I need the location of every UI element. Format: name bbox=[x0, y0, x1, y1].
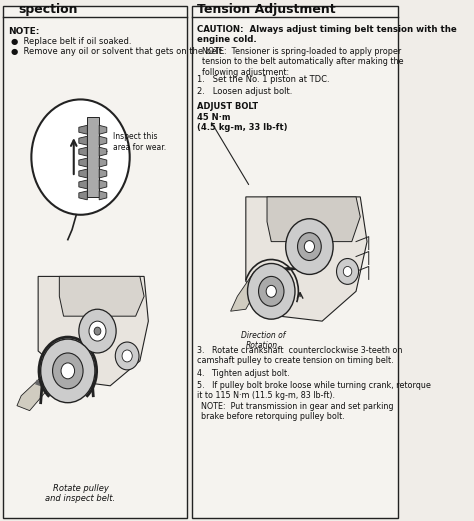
Polygon shape bbox=[99, 136, 107, 145]
Polygon shape bbox=[99, 180, 107, 189]
Circle shape bbox=[89, 321, 106, 341]
Text: 4.   Tighten adjust bolt.: 4. Tighten adjust bolt. bbox=[197, 369, 289, 378]
Polygon shape bbox=[79, 136, 87, 145]
Circle shape bbox=[61, 363, 74, 379]
Text: 1.   Set the No. 1 piston at TDC.: 1. Set the No. 1 piston at TDC. bbox=[197, 75, 329, 83]
Text: 3.   Rotate crankshaft  counterclockwise 3-teeth on
camshaft pulley to create te: 3. Rotate crankshaft counterclockwise 3-… bbox=[197, 346, 402, 365]
Polygon shape bbox=[59, 277, 144, 316]
Polygon shape bbox=[267, 197, 360, 242]
Text: ●  Remove any oil or solvent that gets on the belt.: ● Remove any oil or solvent that gets on… bbox=[11, 47, 225, 56]
Circle shape bbox=[122, 350, 132, 362]
Circle shape bbox=[31, 100, 130, 215]
Text: Direction of
Rotation.: Direction of Rotation. bbox=[241, 331, 285, 351]
Text: 5.   If pulley bolt broke loose while turning crank, retorque
it to 115 N·m (11.: 5. If pulley bolt broke loose while turn… bbox=[197, 381, 430, 400]
Text: Tension Adjustment: Tension Adjustment bbox=[197, 3, 335, 16]
Text: ADJUST BOLT
45 N·m
(4.5 kg-m, 33 lb-ft): ADJUST BOLT 45 N·m (4.5 kg-m, 33 lb-ft) bbox=[197, 103, 287, 132]
Polygon shape bbox=[79, 125, 87, 134]
Text: NOTE:  Tensioner is spring-loaded to apply proper
tension to the belt automatica: NOTE: Tensioner is spring-loaded to appl… bbox=[202, 47, 403, 77]
Text: NOTE:  Put transmission in gear and set parking
brake before retorquing pulley b: NOTE: Put transmission in gear and set p… bbox=[201, 402, 393, 421]
Circle shape bbox=[258, 277, 284, 306]
Polygon shape bbox=[99, 147, 107, 156]
Circle shape bbox=[343, 266, 352, 277]
Polygon shape bbox=[79, 169, 87, 178]
Circle shape bbox=[298, 233, 321, 260]
Circle shape bbox=[115, 342, 139, 370]
Circle shape bbox=[286, 219, 333, 275]
Circle shape bbox=[41, 339, 95, 403]
Polygon shape bbox=[99, 169, 107, 178]
Polygon shape bbox=[246, 197, 367, 321]
Polygon shape bbox=[79, 158, 87, 167]
Text: CAUTION:  Always adjust timing belt tension with the
engine cold.: CAUTION: Always adjust timing belt tensi… bbox=[197, 25, 456, 44]
Polygon shape bbox=[79, 147, 87, 156]
Text: ●  Replace belt if oil soaked.: ● Replace belt if oil soaked. bbox=[11, 37, 131, 46]
Polygon shape bbox=[17, 376, 46, 411]
FancyBboxPatch shape bbox=[2, 6, 187, 518]
Circle shape bbox=[266, 286, 276, 297]
Polygon shape bbox=[38, 277, 148, 386]
Circle shape bbox=[79, 309, 116, 353]
Circle shape bbox=[304, 241, 314, 253]
Polygon shape bbox=[99, 191, 107, 200]
Text: spection: spection bbox=[18, 3, 78, 16]
Text: Rotate pulley
and inspect belt.: Rotate pulley and inspect belt. bbox=[46, 483, 116, 503]
Circle shape bbox=[94, 327, 101, 335]
Text: NOTE:: NOTE: bbox=[9, 27, 40, 36]
Circle shape bbox=[53, 353, 83, 389]
FancyBboxPatch shape bbox=[191, 6, 399, 518]
Polygon shape bbox=[99, 125, 107, 134]
Polygon shape bbox=[230, 271, 258, 311]
Text: 2.   Loosen adjust bolt.: 2. Loosen adjust bolt. bbox=[197, 86, 292, 95]
Circle shape bbox=[337, 258, 358, 284]
Polygon shape bbox=[99, 158, 107, 167]
Polygon shape bbox=[79, 180, 87, 189]
Text: Inspect this
area for wear.: Inspect this area for wear. bbox=[107, 132, 166, 152]
Circle shape bbox=[247, 264, 295, 319]
Polygon shape bbox=[79, 191, 87, 200]
Polygon shape bbox=[87, 117, 99, 197]
